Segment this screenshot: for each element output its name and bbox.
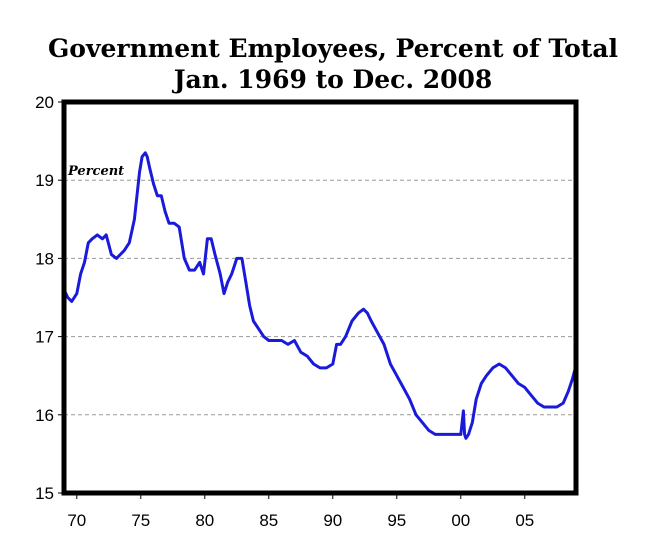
- x-tick-label-1985: 85: [259, 511, 278, 530]
- x-tick-label-2000: 00: [451, 511, 470, 530]
- y-tick-label-20: 20: [35, 93, 54, 112]
- series-line-0: [62, 151, 577, 440]
- chart-title: Government Employees, Percent of Total: [48, 34, 618, 63]
- y-tick-label-15: 15: [35, 484, 54, 503]
- y-tick-label-17: 17: [35, 328, 54, 347]
- x-tick-label-1995: 95: [387, 511, 406, 530]
- y-axis-unit-label: Percent: [67, 164, 124, 179]
- x-tick-label-1990: 90: [323, 511, 342, 530]
- x-tick-label-1975: 75: [131, 511, 150, 530]
- x-axis-ticks: 70 75 80 85 90 95 00 05: [67, 493, 534, 530]
- x-tick-label-1970: 70: [67, 511, 86, 530]
- y-tick-label-18: 18: [35, 249, 54, 268]
- y-axis-ticks: 15 16 17 18 19 20: [35, 93, 64, 503]
- y-tick-label-19: 19: [35, 171, 54, 190]
- x-tick-label-1980: 80: [195, 511, 214, 530]
- y-tick-label-16: 16: [35, 406, 54, 425]
- chart-subtitle: Jan. 1969 to Dec. 2008: [172, 65, 493, 94]
- series-layer: [62, 151, 577, 440]
- grid-lines: [64, 179, 576, 416]
- plot-frame: [61, 99, 579, 496]
- x-tick-label-2005: 05: [515, 511, 534, 530]
